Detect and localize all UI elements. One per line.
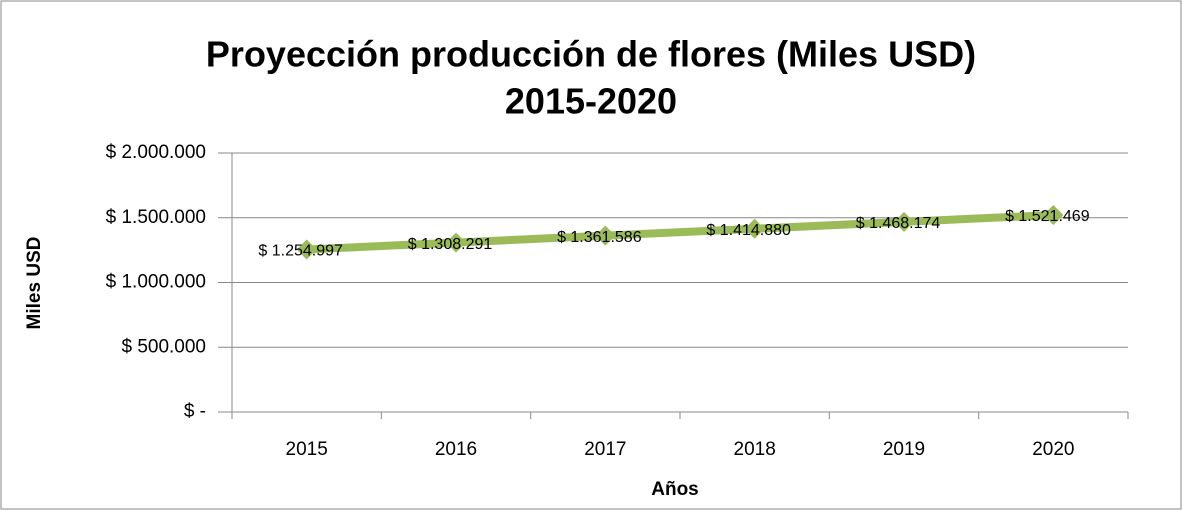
x-axis-label: Años bbox=[651, 479, 699, 500]
data-marker bbox=[744, 218, 765, 239]
data-marker bbox=[894, 211, 914, 232]
data-label: $ 1.361.586 bbox=[557, 229, 642, 246]
y-tick-label: $ 1.000.000 bbox=[106, 272, 206, 293]
data-label: $ 1.468.174 bbox=[856, 215, 941, 232]
data-label: $ 1.308.291 bbox=[408, 236, 493, 253]
data-label: $ 1.254.997 bbox=[258, 243, 343, 260]
y-tick-label: $ 500.000 bbox=[121, 336, 206, 357]
x-tick-label: 2016 bbox=[435, 439, 477, 460]
data-marker bbox=[296, 239, 317, 260]
y-axis-label: Miles USD bbox=[24, 237, 45, 330]
data-label: $ 1.521.469 bbox=[1005, 208, 1090, 225]
data-marker bbox=[1043, 204, 1064, 225]
y-tick-label: $ 2.000.000 bbox=[106, 142, 206, 163]
chart-title: Proyección producción de flores (Miles U… bbox=[206, 34, 976, 75]
data-line bbox=[302, 210, 1058, 254]
x-tick-label: 2020 bbox=[1032, 439, 1074, 460]
data-marker bbox=[595, 225, 616, 246]
x-tick-label: 2019 bbox=[883, 439, 925, 460]
x-tick-label: 2017 bbox=[584, 439, 626, 460]
data-marker bbox=[446, 232, 466, 253]
x-tick-label: 2018 bbox=[734, 439, 776, 460]
x-tick-label: 2015 bbox=[286, 439, 328, 460]
chart-title: 2015-2020 bbox=[505, 81, 677, 122]
y-tick-label: $ - bbox=[184, 401, 206, 422]
data-label: $ 1.414.880 bbox=[706, 222, 791, 239]
y-tick-label: $ 1.500.000 bbox=[106, 207, 206, 228]
